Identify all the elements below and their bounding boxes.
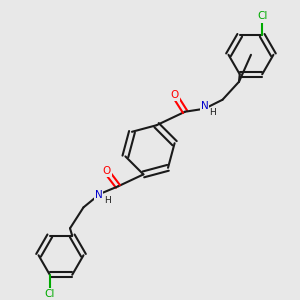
Text: Cl: Cl bbox=[45, 289, 55, 298]
Text: H: H bbox=[104, 196, 111, 205]
Text: O: O bbox=[102, 167, 111, 176]
Text: Cl: Cl bbox=[257, 11, 267, 22]
Text: N: N bbox=[201, 101, 208, 111]
Text: H: H bbox=[208, 108, 215, 117]
Text: O: O bbox=[170, 90, 179, 100]
Text: N: N bbox=[94, 190, 102, 200]
